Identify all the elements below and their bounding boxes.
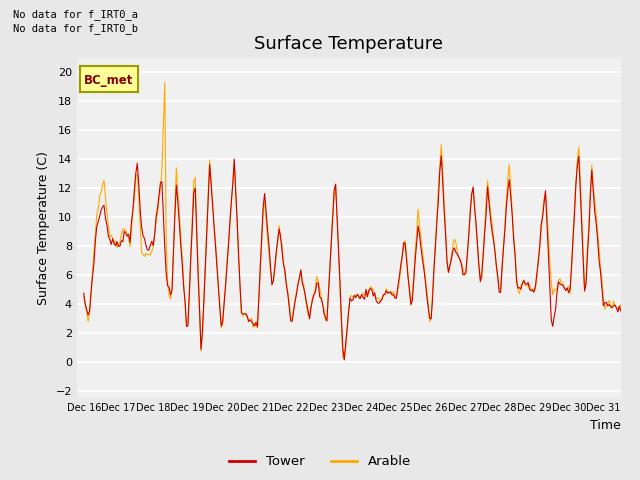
- Text: No data for f_IRT0_b: No data for f_IRT0_b: [13, 23, 138, 34]
- X-axis label: Time: Time: [590, 419, 621, 432]
- Text: No data for f_IRT0_a: No data for f_IRT0_a: [13, 9, 138, 20]
- Text: BC_met: BC_met: [84, 74, 134, 87]
- Y-axis label: Surface Temperature (C): Surface Temperature (C): [37, 151, 50, 305]
- Legend: Tower, Arable: Tower, Arable: [223, 450, 417, 473]
- Title: Surface Temperature: Surface Temperature: [254, 35, 444, 53]
